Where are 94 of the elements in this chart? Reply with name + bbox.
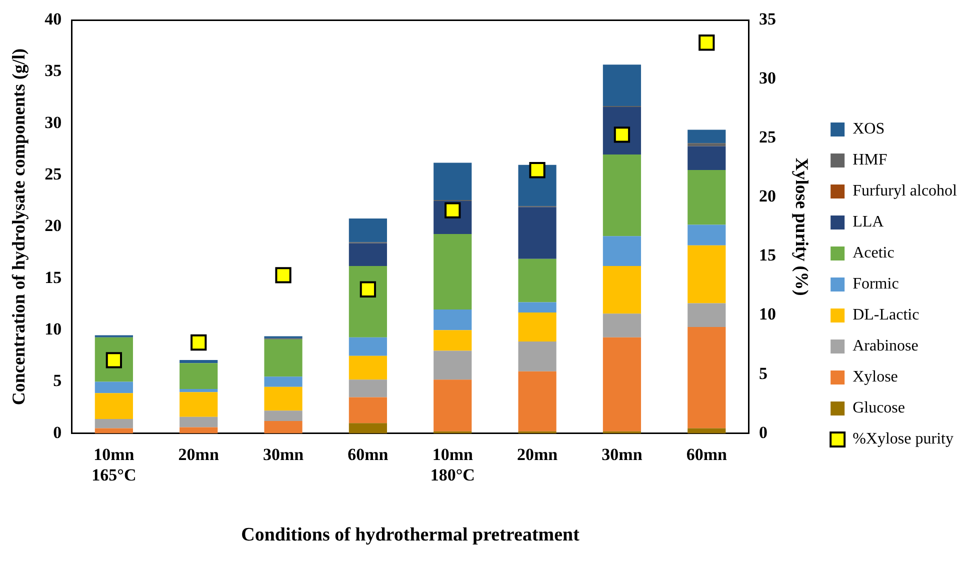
bar [264, 421, 302, 434]
legend-label: %Xylose purity [852, 430, 954, 448]
bar [94, 428, 133, 434]
bar [94, 418, 133, 428]
x-tick-label: 20mn [516, 444, 558, 464]
bar [180, 416, 218, 428]
point [529, 162, 546, 178]
point [190, 334, 207, 351]
bar [94, 382, 133, 394]
legend-label: Xylose [852, 368, 898, 386]
x-tick-label: 30mn [262, 444, 304, 464]
bar [348, 266, 388, 338]
bar [264, 339, 302, 377]
bar [688, 224, 726, 246]
y2-tick-label: 10 [758, 304, 776, 324]
y-tick-label: 40 [44, 10, 62, 29]
y-tick-label: 20 [44, 216, 62, 236]
x-tick-label: 60mn [686, 444, 728, 464]
bar [434, 234, 472, 310]
legend-label: DL-Lactic [852, 306, 920, 324]
bar [688, 130, 726, 144]
bar [434, 162, 472, 200]
y2-axis-title: Xylose purity (%) [792, 158, 812, 296]
legend-label: Furfuryl alcohol [852, 182, 958, 200]
point [275, 267, 292, 284]
bar [434, 350, 472, 380]
bar [348, 356, 388, 380]
bar [434, 380, 472, 432]
bar [518, 312, 556, 342]
legend-label: LLA [852, 214, 884, 231]
bar [434, 309, 472, 330]
y-axis-title: Concentration of hydrolysate components (g/l) [8, 48, 28, 406]
bar [688, 303, 726, 327]
bar [518, 302, 556, 313]
legend-label: Arabinose [852, 338, 918, 355]
legend-label: XOS [852, 120, 885, 138]
y2-tick-label: 0 [758, 422, 768, 442]
legend-label: HMF [852, 152, 888, 169]
bar [180, 427, 218, 434]
bar [688, 170, 726, 225]
bar [688, 143, 726, 146]
x-axis-title: Conditions of hydrothermal pretreatment [241, 524, 580, 546]
y-tick-label: 10 [44, 319, 62, 338]
bar [688, 146, 726, 170]
bar [180, 363, 218, 389]
point [360, 281, 376, 298]
bar [94, 393, 133, 419]
bar [264, 376, 302, 387]
y-tick-label: 25 [44, 164, 62, 184]
bar [348, 423, 388, 434]
y-tick-label: 30 [44, 112, 62, 132]
x-tick-label: 20mn [178, 444, 220, 464]
bar [348, 380, 388, 398]
y2-tick-label: 15 [758, 246, 776, 265]
y-tick-label: 0 [53, 422, 62, 442]
legend-label: Acetic [852, 244, 894, 262]
bar [602, 64, 642, 106]
bar [602, 236, 642, 266]
bar [180, 388, 218, 392]
bar [348, 243, 388, 266]
bar [602, 314, 642, 338]
y-tick-label: 5 [53, 371, 62, 390]
bar [518, 371, 556, 432]
bar [518, 207, 556, 259]
bar [348, 337, 388, 356]
y2-tick-label: 30 [758, 68, 776, 88]
bar [518, 258, 556, 302]
bar [348, 397, 388, 424]
bar [180, 392, 218, 417]
bar [348, 218, 388, 242]
x-tick-label: 60mn [348, 444, 389, 464]
bar [602, 266, 642, 314]
bar [518, 341, 556, 372]
bar [602, 337, 642, 432]
x-tick-label: 30mn [602, 444, 643, 464]
bar [688, 327, 726, 428]
bar [688, 428, 726, 434]
point [698, 34, 715, 51]
x-tick-label: 10mn 180°C [430, 444, 475, 484]
y-tick-label: 15 [44, 268, 62, 287]
y2-tick-label: 20 [758, 186, 776, 206]
legend-label: Glucose [852, 400, 906, 417]
x-tick-label: 10mn 165°C [92, 444, 136, 484]
bar [688, 245, 726, 304]
bar [180, 360, 218, 364]
bar [434, 330, 472, 351]
bar [602, 154, 642, 236]
y2-tick-label: 5 [758, 364, 768, 383]
y-tick-label: 35 [44, 61, 62, 80]
y2-tick-label: 35 [758, 10, 776, 29]
legend-label: Formic [852, 276, 899, 293]
bar [264, 386, 302, 411]
bar [264, 410, 302, 422]
y2-tick-label: 25 [758, 128, 776, 147]
